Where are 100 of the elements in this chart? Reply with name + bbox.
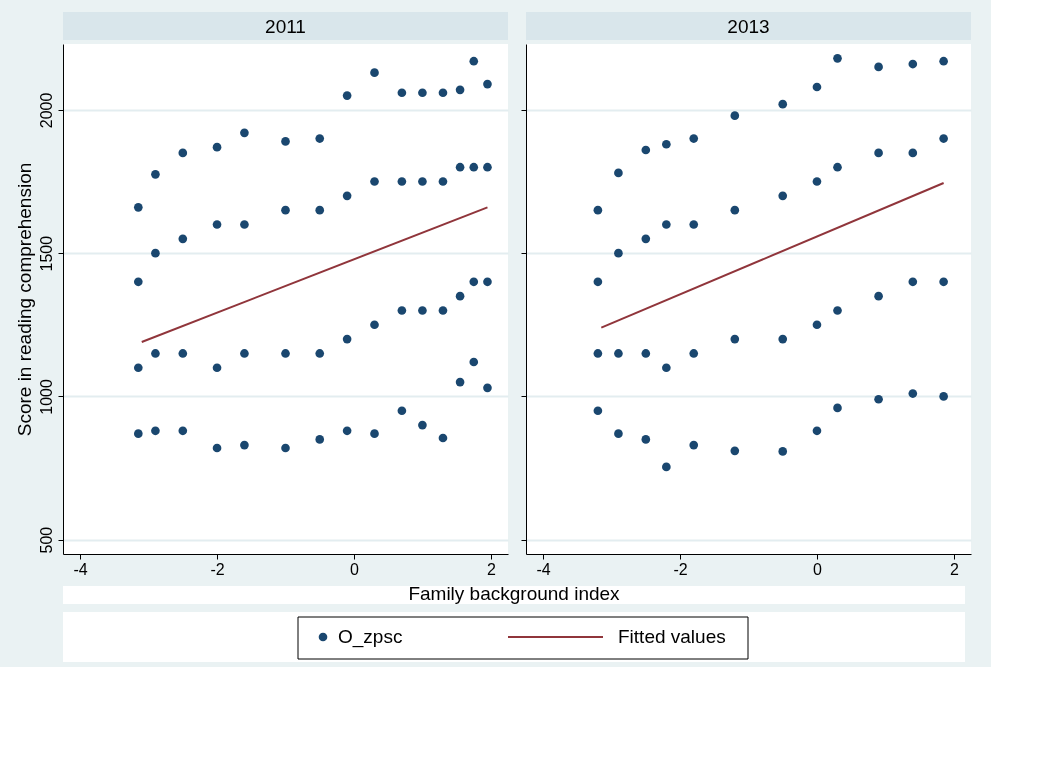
point xyxy=(833,54,842,63)
point xyxy=(370,320,379,330)
point xyxy=(133,277,143,287)
point xyxy=(151,248,160,258)
point xyxy=(178,349,188,358)
point xyxy=(483,383,492,393)
point xyxy=(833,162,842,172)
point xyxy=(641,435,651,444)
point xyxy=(778,334,788,344)
point xyxy=(315,349,325,358)
point xyxy=(469,56,479,66)
x-tick-label: 2 xyxy=(949,560,959,578)
point xyxy=(315,134,325,143)
point xyxy=(662,462,671,472)
point xyxy=(874,291,883,301)
point xyxy=(133,202,143,212)
point xyxy=(438,88,448,98)
point xyxy=(178,234,188,244)
point xyxy=(833,306,842,315)
x-tick-label: -2 xyxy=(210,560,225,578)
x-tick-label: -4 xyxy=(536,560,551,578)
point xyxy=(778,447,788,456)
point xyxy=(939,134,948,143)
point xyxy=(593,277,603,287)
point xyxy=(614,168,623,178)
point xyxy=(874,62,883,72)
point xyxy=(418,177,427,186)
point xyxy=(418,88,427,98)
point xyxy=(689,349,699,358)
point xyxy=(812,82,822,92)
point xyxy=(908,148,918,158)
point xyxy=(397,177,407,186)
point xyxy=(593,349,603,358)
point xyxy=(455,377,465,387)
x-tick-label: -4 xyxy=(73,560,88,578)
point xyxy=(281,205,290,215)
point xyxy=(397,406,407,416)
point xyxy=(240,128,249,138)
point xyxy=(908,59,918,69)
point xyxy=(939,392,948,401)
point xyxy=(281,443,290,453)
chart-title: 2013 xyxy=(727,16,770,37)
x-tick-label: 0 xyxy=(350,560,360,578)
x-tick-label: -2 xyxy=(673,560,688,578)
y-tick-label: 1500 xyxy=(37,235,55,272)
point xyxy=(469,357,479,367)
point xyxy=(212,363,222,373)
point xyxy=(812,320,822,330)
point xyxy=(833,403,842,413)
point xyxy=(212,142,222,152)
point xyxy=(641,349,651,358)
point xyxy=(483,162,492,172)
point xyxy=(397,88,407,98)
point xyxy=(812,177,822,186)
point xyxy=(178,148,188,158)
point xyxy=(908,277,918,287)
point xyxy=(212,220,222,229)
point xyxy=(939,56,948,66)
point xyxy=(370,68,379,77)
point xyxy=(483,277,492,287)
legend-label: Fitted values xyxy=(618,626,726,647)
point xyxy=(151,349,160,358)
point xyxy=(315,205,325,215)
point xyxy=(133,363,143,373)
point xyxy=(240,220,249,229)
y-tick-label: 1000 xyxy=(37,379,55,415)
point xyxy=(730,446,740,456)
point xyxy=(939,277,948,287)
point xyxy=(455,291,465,301)
point xyxy=(614,349,623,358)
point xyxy=(240,440,249,450)
point xyxy=(662,139,671,149)
point xyxy=(812,426,822,436)
point xyxy=(342,426,352,436)
point xyxy=(614,429,623,438)
point xyxy=(455,85,465,95)
point xyxy=(370,429,379,438)
point xyxy=(455,162,465,172)
point xyxy=(240,349,249,358)
point xyxy=(778,191,788,201)
point xyxy=(662,363,671,373)
point xyxy=(342,91,352,100)
y-tick-label: 500 xyxy=(37,526,55,554)
point xyxy=(593,205,603,215)
point xyxy=(397,306,407,315)
point xyxy=(178,426,188,436)
point xyxy=(438,433,448,443)
legend-label: O_zpsc xyxy=(338,626,403,648)
point xyxy=(874,148,883,158)
point xyxy=(469,277,479,287)
point xyxy=(370,177,379,186)
point xyxy=(438,306,448,315)
point xyxy=(418,420,427,430)
point xyxy=(689,134,699,143)
point xyxy=(614,248,623,258)
point xyxy=(730,205,740,215)
point xyxy=(593,406,603,416)
point xyxy=(483,79,492,89)
x-axis-title: Family background index xyxy=(408,583,621,604)
point xyxy=(418,306,427,315)
